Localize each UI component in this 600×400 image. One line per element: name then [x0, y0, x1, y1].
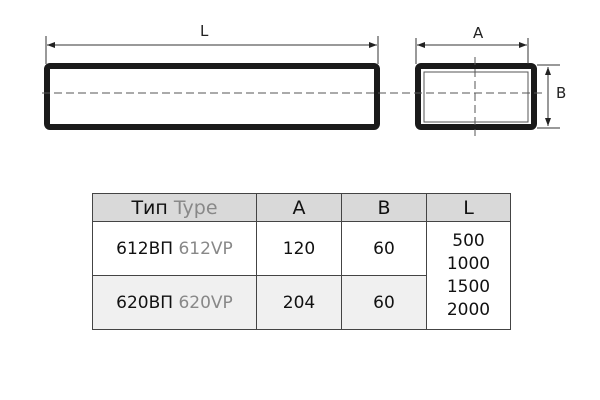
header-type: Тип Type [92, 193, 257, 222]
type-ru: 620ВП [116, 292, 174, 313]
length-value: 1000 [446, 253, 491, 274]
cell-a: 120 [256, 221, 342, 276]
dimensions-table: Тип Type A B L 612ВП 612VP 120 60 500 10… [92, 193, 511, 330]
cell-type: 620ВП 620VP [92, 275, 257, 330]
table-row: 612ВП 612VP 120 60 500 1000 1500 2000 [92, 221, 511, 330]
header-l: L [426, 193, 511, 222]
cell-b: 60 [341, 221, 427, 276]
dimension-b [537, 64, 560, 129]
dimension-a [415, 38, 529, 64]
width-label: A [473, 24, 484, 42]
cell-b: 60 [341, 275, 427, 330]
cell-type: 612ВП 612VP [92, 221, 257, 276]
length-label: L [200, 22, 209, 40]
length-value: 1500 [446, 276, 491, 297]
type-ru: 612ВП [116, 238, 174, 259]
type-ru: Тип [131, 196, 168, 219]
header-b: B [341, 193, 427, 222]
length-value: 500 [452, 230, 485, 251]
type-en: 612VP [178, 238, 233, 259]
header-a: A [256, 193, 342, 222]
type-en: 620VP [178, 292, 233, 313]
duct-side-view [44, 63, 380, 130]
length-value: 2000 [446, 299, 491, 320]
duct-cross-section [415, 63, 537, 130]
cell-a: 204 [256, 275, 342, 330]
cell-lengths: 500 1000 1500 2000 [426, 221, 511, 330]
table-header: Тип Type A B L [92, 193, 511, 222]
dimension-l [45, 36, 379, 64]
type-en: Type [173, 196, 218, 219]
height-label: B [556, 84, 567, 102]
table-row: 620ВП 620VP 204 60 [92, 275, 511, 330]
